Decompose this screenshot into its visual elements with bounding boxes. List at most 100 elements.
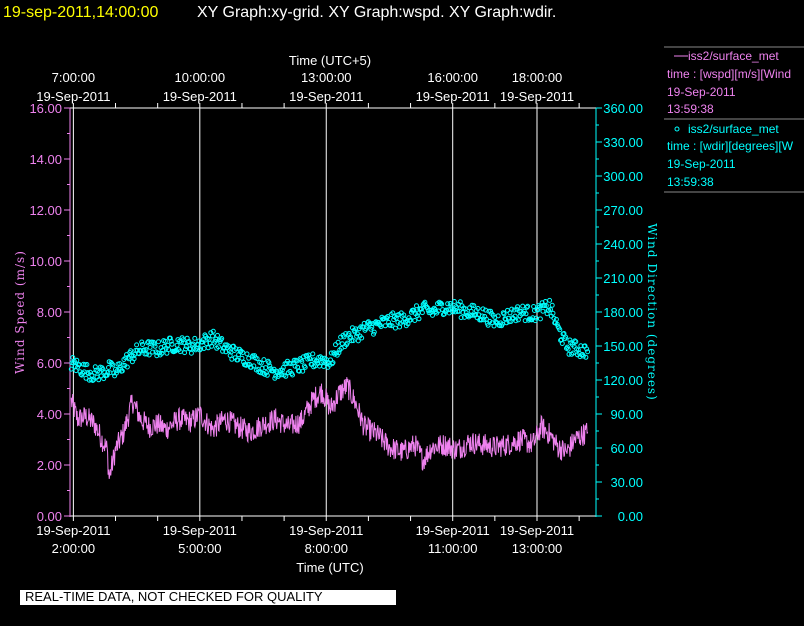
wind-direction-point	[349, 338, 354, 344]
wind-direction-point	[151, 341, 157, 347]
wind-direction-point	[210, 333, 215, 339]
x-bottom-axis-label: Time (UTC)	[296, 560, 363, 575]
wind-direction-point	[495, 313, 501, 319]
wind-direction-point	[441, 311, 447, 317]
wind-direction-point	[296, 368, 302, 374]
wind-direction-point	[74, 357, 80, 363]
wind-direction-point	[513, 318, 519, 324]
wind-direction-point	[183, 344, 189, 349]
wind-direction-point	[204, 341, 210, 347]
wind-direction-point	[324, 360, 330, 366]
wind-direction-point	[264, 372, 270, 378]
wind-direction-point	[573, 339, 579, 345]
wind-direction-point	[501, 311, 507, 317]
wind-direction-point	[146, 352, 152, 358]
top-tick-date: 19-Sep-2011	[500, 89, 574, 104]
wind-direction-point	[310, 351, 316, 357]
wind-direction-point	[244, 351, 250, 357]
right-tick-label: 30.00	[610, 475, 643, 490]
left-tick-label: 14.00	[29, 152, 62, 167]
wind-direction-point	[575, 347, 581, 353]
wind-direction-point	[393, 315, 399, 321]
wind-direction-point	[113, 370, 119, 376]
grid-lines	[72, 108, 538, 516]
wind-direction-point	[361, 320, 367, 326]
wind-direction-point	[258, 370, 263, 376]
bottom-tick-date: 19-Sep-2011	[163, 523, 237, 538]
wind-direction-point	[447, 301, 453, 306]
quality-notice-box	[20, 590, 396, 605]
y-right-axis-label: Wind Direction (degrees)	[645, 223, 659, 401]
wind-direction-point	[156, 339, 161, 345]
wind-direction-point	[173, 347, 179, 353]
wind-direction-point	[530, 315, 536, 321]
wind-direction-point	[487, 318, 493, 324]
legend-wdir-name: iss2/surface_met	[688, 122, 779, 136]
wind-direction-point	[355, 338, 361, 344]
legend: iss2/surface_met time : [wspd][m/s][Wind…	[664, 46, 804, 193]
wind-direction-point	[504, 320, 510, 326]
wind-direction-point	[166, 347, 172, 352]
wind-direction-point	[583, 354, 589, 360]
right-tick-label: 360.00	[603, 101, 643, 116]
wind-direction-point	[531, 304, 537, 309]
wind-direction-point	[525, 303, 531, 309]
wind-direction-point	[565, 346, 571, 352]
wind-direction-point	[515, 304, 521, 310]
top-time-ticks: 7:00:00 19-Sep-2011 10:00:00 19-Sep-2011 13:…	[36, 70, 580, 108]
wind-direction-point	[522, 318, 528, 324]
wind-direction-point	[438, 300, 444, 306]
wind-direction-point	[233, 346, 239, 352]
wind-direction-point	[439, 301, 445, 307]
wind-direction-point	[336, 350, 342, 356]
wind-direction-point	[548, 307, 553, 312]
wind-direction-point	[104, 372, 110, 378]
legend-wdir-desc: time : [wdir][degrees][W	[667, 139, 794, 153]
wind-direction-point	[185, 339, 191, 345]
wind-direction-point	[559, 341, 565, 346]
wind-direction-point	[321, 364, 327, 369]
legend-wspd-desc: time : [wspd][m/s][Wind	[667, 67, 791, 81]
top-tick-time: 16:00:00	[427, 70, 478, 85]
bottom-tick-date: 19-Sep-2011	[289, 523, 363, 538]
wind-direction-point	[84, 362, 90, 367]
wind-direction-point	[538, 303, 544, 309]
right-tick-label: 270.00	[603, 203, 643, 218]
wind-direction-point	[551, 315, 557, 321]
wind-direction-point	[390, 310, 396, 316]
bottom-tick-date: 19-Sep-2011	[36, 523, 110, 538]
wind-direction-point	[145, 339, 151, 345]
right-tick-label: 180.00	[603, 305, 643, 320]
wind-direction-point	[572, 338, 578, 344]
right-tick-label: 120.00	[603, 373, 643, 388]
wind-direction-point	[192, 335, 198, 341]
wind-direction-point	[430, 312, 435, 318]
wind-direction-point	[231, 343, 236, 349]
right-y-ticks: 0.00 30.00 60.00 90.00 120.00 150.00 180.00 210…	[596, 101, 643, 524]
right-tick-label: 60.00	[610, 441, 643, 456]
left-tick-label: 10.00	[29, 254, 62, 269]
wind-direction-point	[110, 362, 116, 368]
wind-direction-point	[220, 348, 226, 354]
wind-direction-point	[505, 307, 510, 313]
wind-direction-point	[392, 325, 398, 331]
wind-direction-point	[540, 308, 546, 314]
legend-wdir-date: 19-Sep-2011	[667, 157, 736, 171]
wind-direction-point	[580, 353, 586, 359]
wind-direction-point	[85, 370, 91, 376]
wind-direction-point	[293, 357, 299, 363]
wind-direction-point	[263, 365, 269, 371]
wind-direction-point	[553, 316, 559, 322]
wind-direction-point	[300, 368, 306, 374]
wind-direction-point	[90, 378, 96, 383]
wind-direction-point	[219, 336, 225, 341]
wind-direction-point	[124, 364, 130, 370]
right-tick-label: 330.00	[603, 135, 643, 150]
wind-direction-point	[532, 318, 538, 324]
wind-direction-point	[520, 303, 526, 309]
wind-direction-point	[480, 306, 486, 312]
wind-direction-point	[395, 319, 401, 325]
wind-direction-point	[416, 316, 422, 322]
wind-direction-point	[215, 332, 220, 338]
wind-direction-point	[382, 323, 388, 329]
